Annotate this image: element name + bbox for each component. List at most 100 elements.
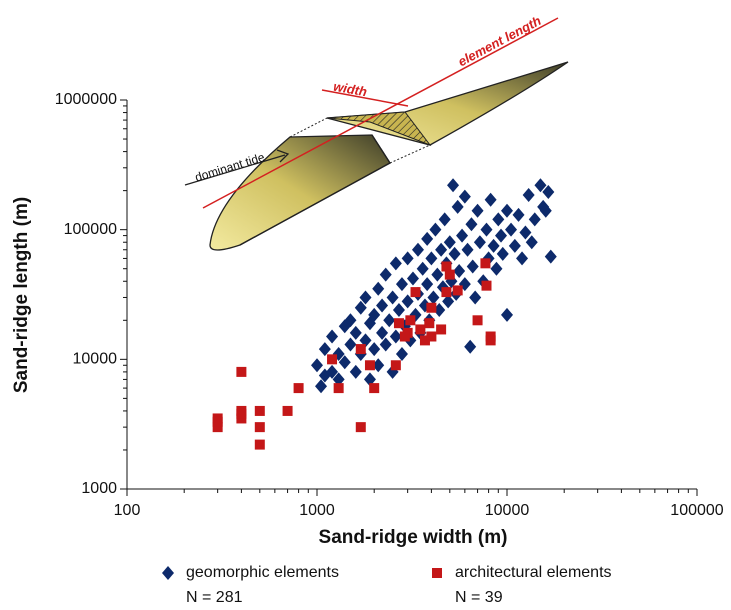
- point: [512, 207, 525, 222]
- point: [338, 355, 351, 370]
- y-tick-label: 1000000: [55, 91, 117, 108]
- point: [236, 408, 247, 419]
- point: [406, 271, 419, 286]
- point: [427, 290, 440, 305]
- point: [528, 212, 541, 227]
- point: [424, 318, 435, 329]
- y-tick-label: 100000: [64, 221, 117, 238]
- point: [435, 242, 448, 257]
- point: [333, 383, 344, 394]
- point: [401, 251, 414, 266]
- point: [542, 185, 555, 200]
- point: [522, 188, 535, 203]
- point: [425, 251, 438, 266]
- y-tick-label: 1000: [81, 480, 117, 497]
- point: [442, 294, 455, 309]
- point: [372, 358, 385, 373]
- point: [364, 360, 375, 371]
- point: [496, 246, 509, 261]
- point: [401, 294, 414, 309]
- annotation: width: [332, 79, 368, 100]
- legend-note: N = 39: [455, 589, 503, 606]
- point: [212, 416, 223, 427]
- point: [426, 331, 437, 342]
- x-tick-label: 10000: [485, 502, 530, 519]
- point: [484, 192, 497, 207]
- point: [410, 287, 421, 298]
- point: [392, 303, 405, 318]
- x-tick-label: 100: [114, 502, 141, 519]
- point: [327, 354, 338, 365]
- point: [376, 325, 389, 340]
- point: [429, 222, 442, 237]
- point: [355, 422, 366, 433]
- point: [383, 313, 396, 328]
- point: [379, 337, 392, 352]
- point: [254, 439, 265, 450]
- point: [355, 344, 366, 355]
- point: [395, 277, 408, 292]
- point: [368, 342, 381, 357]
- point: [416, 261, 429, 276]
- legend-label: architectural elements: [455, 564, 612, 581]
- point: [426, 302, 437, 313]
- point: [501, 307, 513, 322]
- y-axis-label: Sand-ridge length (m): [11, 197, 32, 393]
- point: [480, 222, 493, 237]
- point: [389, 329, 402, 344]
- point: [368, 307, 381, 322]
- point: [487, 238, 500, 253]
- point: [539, 203, 552, 218]
- point: [453, 263, 466, 278]
- point: [326, 364, 339, 379]
- point: [393, 318, 404, 329]
- x-tick-label: 1000: [299, 502, 335, 519]
- point: [441, 287, 452, 298]
- point: [421, 231, 434, 246]
- point: [282, 405, 293, 416]
- legend-label: geomorphic elements: [186, 564, 339, 581]
- point: [534, 178, 547, 193]
- point: [254, 422, 265, 433]
- point: [441, 261, 452, 272]
- point: [469, 290, 482, 305]
- y-tick-label: 10000: [73, 351, 118, 368]
- point: [326, 329, 339, 344]
- point: [315, 379, 328, 394]
- point: [399, 331, 410, 342]
- point: [458, 189, 471, 204]
- point: [389, 256, 402, 271]
- point: [456, 228, 469, 243]
- point: [505, 222, 518, 237]
- point: [349, 325, 362, 340]
- point: [471, 203, 484, 218]
- point: [421, 277, 434, 292]
- point: [451, 199, 464, 214]
- x-tick-label: 100000: [670, 502, 723, 519]
- point: [490, 261, 503, 276]
- point: [332, 372, 345, 387]
- point: [501, 203, 513, 218]
- point: [525, 235, 538, 250]
- point: [372, 281, 385, 296]
- point: [436, 324, 447, 335]
- point: [349, 364, 362, 379]
- point: [544, 249, 557, 264]
- legend-marker: [432, 568, 442, 578]
- point: [236, 366, 247, 377]
- point: [359, 290, 372, 305]
- point: [444, 269, 455, 280]
- point: [318, 342, 331, 357]
- point: [448, 246, 461, 261]
- point: [369, 383, 380, 394]
- point: [354, 300, 367, 315]
- point: [452, 285, 463, 296]
- point: [508, 238, 521, 253]
- point: [465, 217, 478, 232]
- point: [405, 315, 416, 326]
- point: [212, 422, 223, 433]
- point: [443, 235, 456, 250]
- point: [376, 298, 389, 313]
- point: [293, 383, 304, 394]
